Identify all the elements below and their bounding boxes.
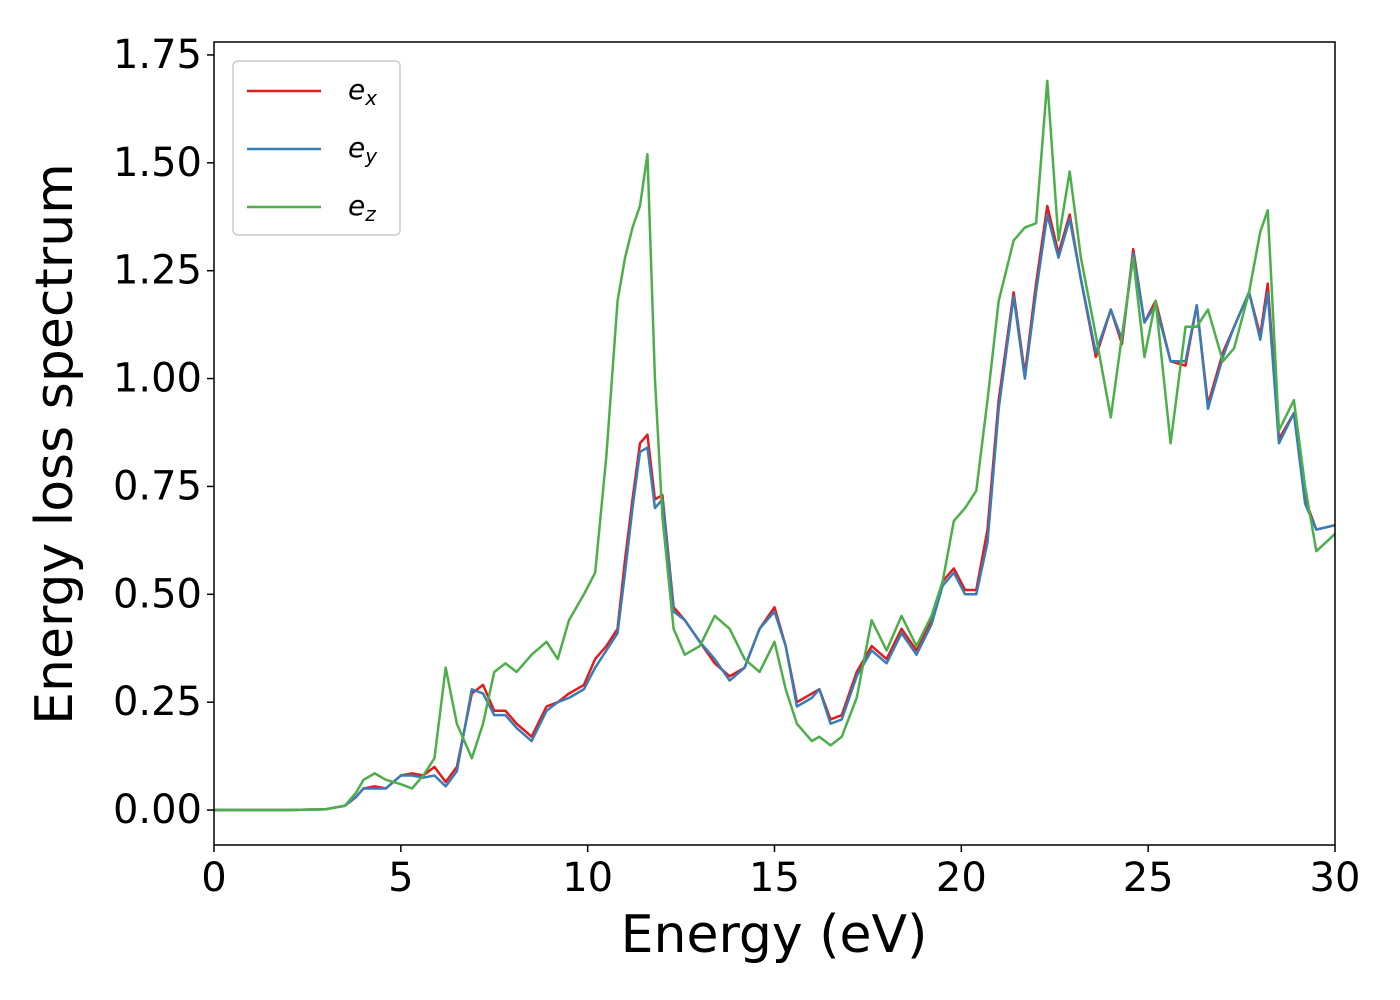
x-tick-label: 25 — [1123, 855, 1174, 901]
y-tick-label: 1.75 — [113, 32, 202, 78]
x-tick-label: 30 — [1310, 855, 1361, 901]
series-line — [214, 79, 1335, 812]
y-tick-label: 1.25 — [113, 248, 202, 294]
y-axis-label: Energy loss spectrum — [25, 163, 85, 725]
y-tick-label: 1.00 — [113, 356, 202, 402]
x-axis-label: Energy (eV) — [621, 905, 928, 965]
x-tick-label: 10 — [562, 855, 613, 901]
y-tick-label: 0.25 — [113, 679, 202, 725]
y-tick-label: 0.50 — [113, 571, 202, 617]
plot-frame — [213, 41, 1336, 846]
y-tick-label: 0.00 — [113, 787, 202, 833]
y-tick-label: 0.75 — [113, 463, 202, 509]
y-tick-label: 1.50 — [113, 140, 202, 186]
x-tick-label: 5 — [388, 855, 413, 901]
legend-label: ex — [348, 73, 377, 110]
x-tick-label: 20 — [936, 855, 987, 901]
series-line — [214, 213, 1335, 812]
legend-label: ey — [348, 131, 378, 168]
series-line — [214, 204, 1335, 812]
legend-label: ez — [348, 189, 376, 226]
x-tick-label: 0 — [201, 855, 226, 901]
x-tick-label: 15 — [749, 855, 800, 901]
